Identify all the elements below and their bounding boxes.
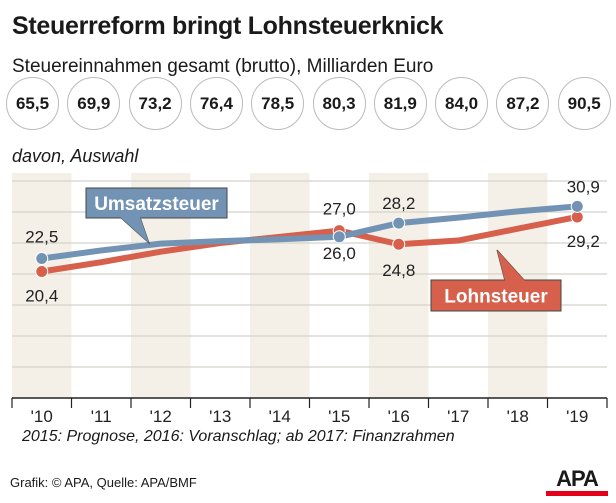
section-label: davon, Auswahl	[12, 146, 139, 166]
data-point	[332, 230, 346, 244]
chart-subtitle: Steuereinnahmen gesamt (brutto), Milliar…	[12, 56, 434, 77]
x-tick-label: '16	[388, 407, 410, 426]
total-circle: 87,2	[496, 77, 550, 130]
source-credit: Grafik: © APA, Quelle: APA/BMF	[10, 475, 197, 490]
series-legend-label: Lohnsteuer	[444, 287, 548, 308]
series-line-umsatzsteuer	[41, 203, 578, 262]
data-label: 30,9	[567, 177, 600, 196]
data-point	[35, 252, 49, 265]
data-label: 27,0	[323, 200, 356, 219]
x-tick-label: '17	[447, 407, 469, 426]
data-label: 22,5	[25, 228, 58, 247]
total-circle: 73,2	[128, 77, 182, 130]
series-legend-label: Umsatzsteuer	[94, 194, 219, 215]
total-circle: 78,5	[251, 77, 305, 130]
callout-box	[430, 279, 562, 312]
data-label: 26,0	[323, 244, 356, 263]
x-tick-label: '13	[209, 407, 231, 426]
total-circle: 80,3	[312, 77, 366, 130]
x-tick-label: '12	[150, 407, 172, 426]
series-line-lohnsteuer	[41, 214, 578, 275]
data-point	[392, 237, 406, 251]
data-point	[35, 265, 49, 279]
data-label: 28,2	[382, 194, 415, 213]
x-tick-label: '11	[91, 407, 112, 426]
callout-pointer-fill	[120, 217, 149, 243]
total-circle: 65,5	[6, 77, 59, 130]
footnote: 2015: Prognose, 2016: Voranschlag; ab 20…	[22, 428, 455, 445]
data-point	[392, 216, 406, 230]
total-circle: 76,4	[189, 77, 243, 130]
apa-logo: APA	[546, 468, 608, 498]
x-tick-label: '19	[566, 407, 588, 426]
x-tick-label: '18	[507, 407, 529, 426]
logo-text: APA	[556, 466, 599, 491]
column-band	[369, 173, 429, 398]
data-label: 29,2	[567, 232, 600, 251]
chart-title: Steuerreform bringt Lohnsteuerknick	[12, 12, 444, 40]
column-band	[250, 173, 310, 398]
x-tick-label: '15	[328, 407, 350, 426]
total-circle: 90,5	[557, 77, 611, 130]
data-label: 20,4	[25, 287, 58, 306]
column-band	[12, 173, 72, 398]
total-circle: 84,0	[435, 77, 489, 130]
total-circle: 81,9	[373, 77, 427, 130]
total-circle: 69,9	[67, 77, 121, 130]
data-point	[570, 199, 584, 213]
logo-bar	[546, 491, 608, 496]
x-tick-label: '10	[31, 407, 53, 426]
callout-pointer-fill	[497, 250, 525, 281]
data-label: 24,8	[382, 261, 415, 280]
callout-box	[85, 187, 228, 219]
x-tick-label: '14	[269, 407, 291, 426]
